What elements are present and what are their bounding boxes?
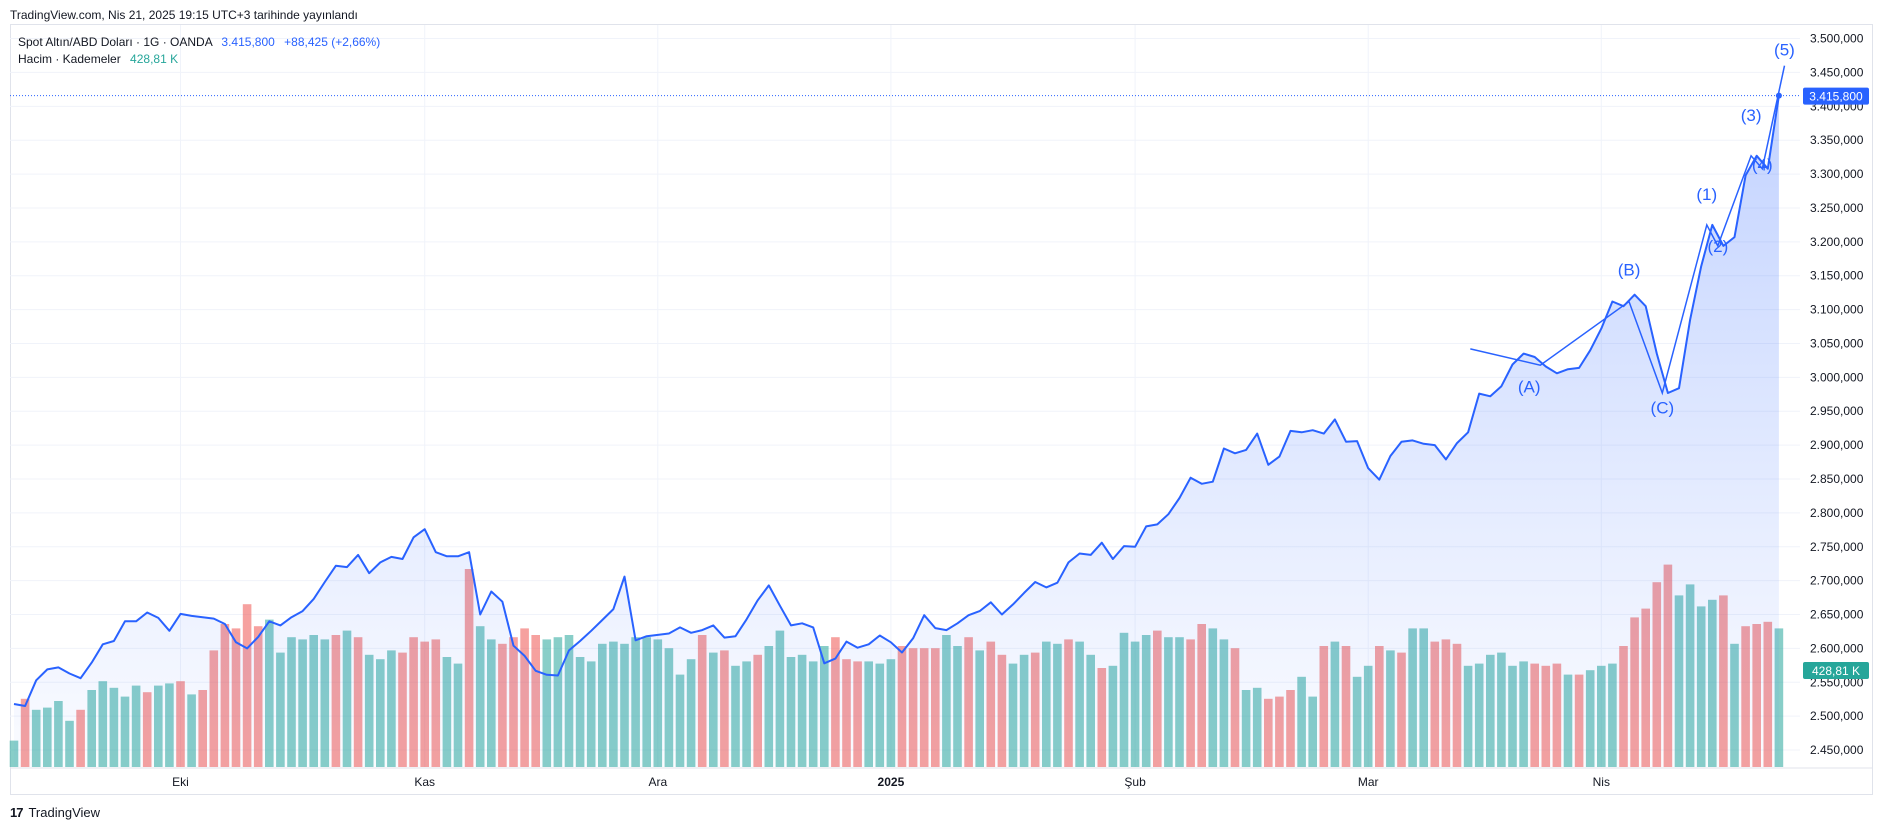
y-tick-label: 3.150,000 [1810,269,1864,283]
x-tick-label: Nis [1593,775,1610,789]
volume-badge [1803,662,1869,679]
wave-label: (1) [1696,185,1717,204]
y-tick-label: 3.250,000 [1810,201,1864,215]
footer-brand[interactable]: 17 TradingView [10,805,100,820]
y-tick-label: 2.650,000 [1810,608,1864,622]
x-tick-label: 2025 [878,775,905,789]
last-price-badge-label: 3.415,800 [1809,90,1863,104]
y-tick-label: 3.300,000 [1810,167,1864,181]
x-tick-label: Eki [172,775,189,789]
price-line [13,95,1780,707]
wave-label: (B) [1618,261,1641,280]
x-tick-label: Ara [648,775,667,789]
price-area [14,95,1779,768]
y-tick-label: 3.200,000 [1810,235,1864,249]
last-price-dot [1775,92,1782,99]
legend-volume-value: 428,81 K [130,52,179,66]
x-tick-label: Şub [1124,775,1146,789]
elliott-wave-line [1470,65,1786,396]
y-tick-label: 2.700,000 [1810,574,1864,588]
chart-legend: Spot Altın/ABD Doları · 1G · OANDA 3.415… [18,34,380,68]
y-tick-label: 2.500,000 [1810,709,1864,723]
legend-symbol-row[interactable]: Spot Altın/ABD Doları · 1G · OANDA 3.415… [18,34,380,51]
legend-volume-label: Hacim · Kademeler [18,52,121,66]
wave-label: (4) [1752,156,1773,175]
y-tick-label: 3.000,000 [1810,370,1864,384]
y-tick-label: 2.750,000 [1810,540,1864,554]
y-tick-label: 3.350,000 [1810,133,1864,147]
y-tick-label: 3.500,000 [1810,32,1864,46]
wave-label: (A) [1518,377,1541,396]
volume-badge-label: 428,81 K [1812,664,1860,678]
wave-label: (C) [1651,398,1675,417]
chart-frame[interactable] [10,24,1873,795]
y-tick-label: 3.100,000 [1810,303,1864,317]
tradingview-logo-icon: 17 [10,805,24,820]
y-tick-label: 2.900,000 [1810,438,1864,452]
wave-label: (3) [1741,106,1762,125]
legend-change: +88,425 (+2,66%) [284,35,381,49]
legend-price: 3.415,800 [221,35,275,49]
y-tick-label: 2.600,000 [1810,641,1864,655]
x-tick-label: Mar [1358,775,1379,789]
x-tick-label: Kas [414,775,435,789]
published-info: TradingView.com, Nis 21, 2025 19:15 UTC+… [10,8,358,22]
wave-label: (5) [1774,40,1795,59]
footer-brand-name: TradingView [28,805,101,820]
y-tick-label: 2.800,000 [1810,506,1864,520]
legend-volume-row[interactable]: Hacim · Kademeler 428,81 K [18,51,380,68]
wave-label: (2) [1707,237,1728,256]
y-tick-label: 3.050,000 [1810,336,1864,350]
y-tick-label: 3.450,000 [1810,65,1864,79]
y-tick-label: 2.450,000 [1810,743,1864,757]
y-tick-label: 2.950,000 [1810,404,1864,418]
legend-symbol: Spot Altın/ABD Doları · 1G · OANDA [18,35,213,49]
y-tick-label: 2.850,000 [1810,472,1864,486]
last-price-badge [1803,87,1869,105]
